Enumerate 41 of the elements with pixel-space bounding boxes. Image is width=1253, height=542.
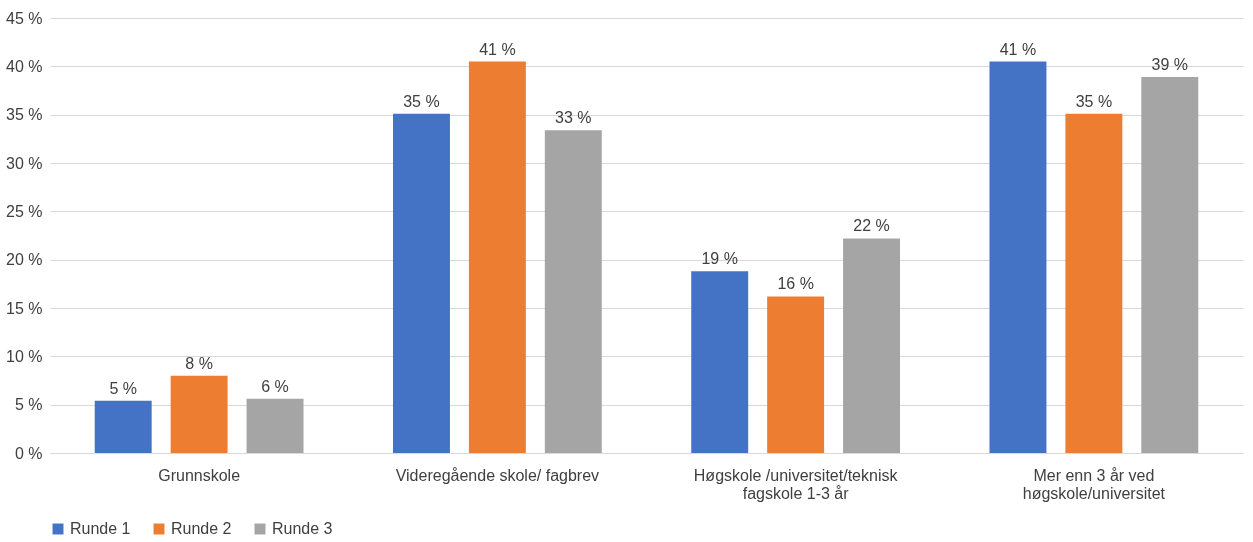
data-label: 33 % <box>555 109 592 127</box>
bar <box>468 61 526 453</box>
y-tick-label: 15 % <box>6 299 43 317</box>
bar <box>170 375 228 453</box>
y-tick-label: 40 % <box>6 57 43 75</box>
y-tick-label: 10 % <box>6 347 43 365</box>
data-label: 8 % <box>185 354 213 372</box>
bar <box>544 130 602 453</box>
legend-label: Runde 2 <box>171 520 232 537</box>
x-tick-label: Videregående skole/ fagbrev <box>395 466 600 484</box>
data-label: 39 % <box>1151 55 1189 73</box>
x-tick-label: Grunnskole <box>158 466 241 484</box>
y-tick-label: 0 % <box>14 444 43 462</box>
data-label: 35 % <box>1075 92 1113 110</box>
data-label: 22 % <box>853 217 890 235</box>
x-tick-label: Mer enn 3 år ved høgskole/universitet <box>1022 466 1166 502</box>
bar <box>246 398 304 453</box>
data-label: 41 % <box>999 40 1037 58</box>
legend-label: Runde 1 <box>70 520 131 537</box>
bar <box>691 271 749 453</box>
y-tick-label: 30 % <box>6 154 43 172</box>
bar <box>392 113 450 453</box>
y-tick-label: 25 % <box>6 202 43 220</box>
data-label: 16 % <box>777 275 814 293</box>
y-tick-label: 20 % <box>6 251 43 269</box>
data-label: 35 % <box>403 92 440 110</box>
data-label: 19 % <box>701 250 738 268</box>
y-tick-label: 35 % <box>6 106 43 124</box>
bar <box>843 238 901 453</box>
bar <box>767 296 825 453</box>
bar <box>1141 76 1199 453</box>
data-label: 5 % <box>109 379 137 397</box>
x-tick-label: Høgskole /universitet/teknisk fagskole 1-3 år <box>693 466 899 502</box>
y-tick-label: 5 % <box>14 396 43 414</box>
bar <box>989 61 1047 453</box>
y-tick-label: 45 % <box>6 9 43 27</box>
bar <box>94 400 152 453</box>
legend-label: Runde 3 <box>272 520 333 537</box>
data-label: 41 % <box>479 40 516 58</box>
data-label: 6 % <box>261 377 289 395</box>
bar <box>1065 113 1123 453</box>
